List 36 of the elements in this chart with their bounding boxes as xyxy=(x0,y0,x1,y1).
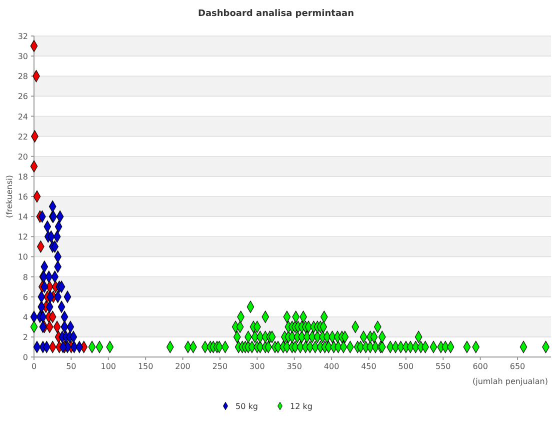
y-tick-label: 8 xyxy=(22,272,28,282)
y-tick-label: 32 xyxy=(18,32,28,41)
x-tick-label: 100 xyxy=(100,362,116,371)
x-axis-title: (jumlah penjualan) xyxy=(472,377,548,386)
y-tick-label: 4 xyxy=(22,312,28,322)
y-tick-label: 30 xyxy=(18,52,28,62)
x-tick-label: 150 xyxy=(138,362,154,371)
chart-title: Dashboard analisa permintaan xyxy=(198,9,354,19)
y-tick-label: 22 xyxy=(18,132,28,142)
y-axis-title: (frekuensi) xyxy=(5,175,14,218)
y-tick-label: 16 xyxy=(18,192,28,202)
y-tick-label: 18 xyxy=(18,172,28,182)
x-tick-label: 450 xyxy=(361,362,376,371)
y-tick-label: 24 xyxy=(18,112,28,122)
x-tick-label: 500 xyxy=(398,362,414,371)
x-tick-label: 650 xyxy=(510,362,526,371)
y-tick-label: 28 xyxy=(18,72,28,82)
x-tick-label: 0 xyxy=(31,362,37,371)
y-tick-label: 6 xyxy=(22,292,28,302)
y-tick-label: 0 xyxy=(22,353,28,362)
y-tick-label: 10 xyxy=(18,252,28,262)
y-tick-label: 2 xyxy=(22,332,28,342)
y-tick-label: 14 xyxy=(18,212,28,222)
x-tick-label: 300 xyxy=(250,362,265,371)
x-tick-label: 350 xyxy=(286,362,302,371)
x-tick-label: 200 xyxy=(175,362,190,371)
x-tick-label: 600 xyxy=(472,362,488,371)
y-tick-label: 20 xyxy=(18,152,28,162)
legend-label: 50 kg xyxy=(236,402,258,411)
y-tick-label: 12 xyxy=(18,232,28,242)
x-tick-label: 50 xyxy=(66,362,76,371)
legend-label: 12 kg xyxy=(290,402,312,411)
x-tick-label: 550 xyxy=(435,362,451,371)
y-tick-label: 26 xyxy=(18,92,28,102)
x-tick-label: 400 xyxy=(324,362,340,371)
x-tick-label: 250 xyxy=(212,362,228,371)
